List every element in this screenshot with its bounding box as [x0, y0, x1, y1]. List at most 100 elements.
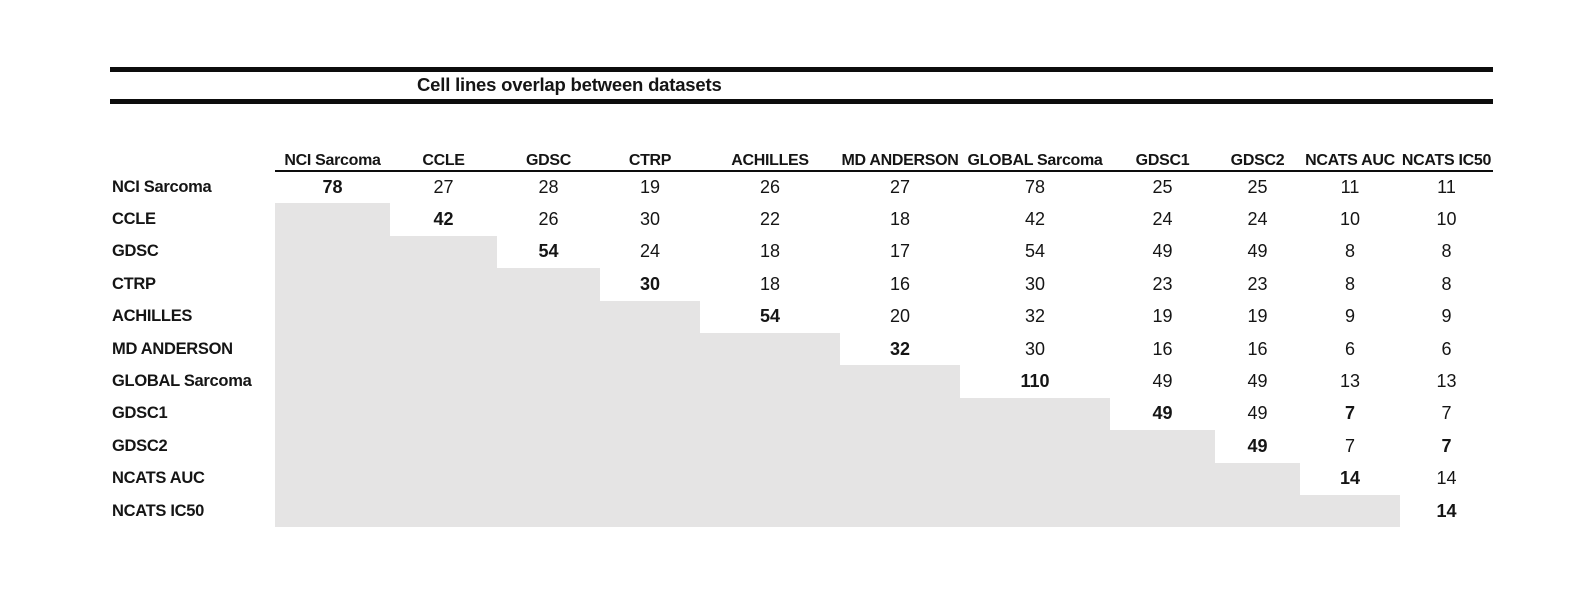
matrix-cell: 27: [889, 177, 911, 198]
matrix-cell: 23: [1152, 273, 1173, 294]
matrix-cell: 28: [538, 177, 559, 198]
table-row: NCATS IC50 14: [112, 494, 1493, 528]
matrix-cell: 16: [889, 273, 911, 294]
matrix-cell: 49: [1247, 241, 1268, 262]
shaded-cell: [960, 462, 1110, 495]
matrix-cell: 8: [1441, 273, 1452, 294]
matrix-cell: 32: [889, 338, 911, 359]
shaded-cell: [497, 430, 600, 463]
matrix-cell: 16: [1152, 338, 1173, 359]
matrix-cell: 30: [1024, 273, 1046, 294]
shaded-cell: [275, 203, 390, 236]
row-label: GDSC: [112, 242, 159, 261]
shaded-cell: [275, 494, 390, 528]
shaded-cell: [840, 365, 960, 398]
matrix-cell: 11: [1437, 177, 1456, 198]
shaded-cell: [497, 494, 600, 528]
matrix-cell: 19: [1247, 306, 1268, 327]
matrix-cell: 9: [1344, 306, 1355, 327]
table-row: CTRP 30 18 16 30 23 23 8 8: [112, 268, 1493, 301]
shaded-cell: [1110, 462, 1215, 495]
shaded-cell: [960, 397, 1110, 431]
row-label: NCI Sarcoma: [112, 177, 212, 196]
column-header: CTRP: [600, 138, 700, 172]
shaded-cell: [840, 494, 960, 528]
shaded-cell: [390, 365, 497, 398]
matrix-cell: 30: [639, 209, 661, 230]
matrix-cell: 30: [639, 273, 661, 294]
header-row: NCI Sarcoma CCLE GDSC CTRP ACHILLES MD ANDERS…: [112, 138, 1493, 172]
matrix-cell: 32: [1024, 306, 1046, 327]
matrix-cell: 49: [1152, 371, 1173, 392]
shaded-cell: [600, 430, 700, 463]
matrix-cell: 23: [1247, 273, 1268, 294]
matrix-cell: 54: [538, 241, 559, 262]
matrix-cell: 18: [759, 273, 781, 294]
shaded-cell: [275, 430, 390, 463]
table-row: GDSC 54 24 18 17 54 49 49 8 8: [112, 235, 1493, 269]
matrix-cell: 30: [1024, 338, 1046, 359]
matrix-cell: 7: [1441, 403, 1452, 424]
shaded-cell: [275, 332, 390, 366]
shaded-cell: [1300, 494, 1400, 528]
shaded-cell: [840, 430, 960, 463]
row-label: GDSC1: [112, 404, 168, 423]
shaded-cell: [275, 268, 390, 301]
shaded-cell: [390, 430, 497, 463]
row-label: NCATS IC50: [112, 501, 205, 520]
matrix-cell: 13: [1339, 371, 1361, 392]
matrix-cell: 24: [1247, 209, 1268, 230]
matrix-cell: 6: [1344, 338, 1355, 359]
shaded-cell: [700, 430, 840, 463]
matrix-cell: 110: [1020, 371, 1050, 392]
shaded-cell: [1215, 462, 1300, 495]
shaded-cell: [390, 235, 497, 269]
matrix-cell: 18: [759, 241, 781, 262]
matrix-cell: 26: [759, 177, 781, 198]
matrix-cell: 25: [1152, 177, 1173, 198]
shaded-cell: [600, 462, 700, 495]
matrix-cell: 49: [1247, 371, 1268, 392]
matrix-cell: 14: [1339, 468, 1361, 489]
shaded-cell: [700, 494, 840, 528]
matrix-cell: 19: [1152, 306, 1173, 327]
shaded-cell: [275, 397, 390, 431]
matrix-cell: 26: [538, 209, 559, 230]
shaded-cell: [390, 462, 497, 495]
row-label: MD ANDERSON: [112, 339, 233, 358]
shaded-cell: [390, 300, 497, 333]
table-row: ACHILLES 54 20 32 19 19 9 9: [112, 300, 1493, 333]
shaded-cell: [497, 397, 600, 431]
shaded-cell: [390, 332, 497, 366]
shaded-cell: [960, 430, 1110, 463]
table-row: GDSC1 49 49 7 7: [112, 397, 1493, 431]
shaded-cell: [497, 300, 600, 333]
matrix-cell: 17: [889, 241, 911, 262]
row-label: ACHILLES: [112, 307, 193, 326]
shaded-cell: [275, 365, 390, 398]
shaded-cell: [1215, 494, 1300, 528]
matrix-cell: 9: [1441, 306, 1452, 327]
shaded-cell: [700, 462, 840, 495]
shaded-cell: [497, 462, 600, 495]
matrix-cell: 22: [759, 209, 781, 230]
shaded-cell: [390, 397, 497, 431]
matrix-cell: 10: [1339, 209, 1361, 230]
matrix-cell: 49: [1152, 241, 1173, 262]
overlap-matrix-table: NCI Sarcoma CCLE GDSC CTRP ACHILLES MD ANDERS…: [112, 138, 1493, 528]
top-rule: [110, 67, 1493, 72]
matrix-cell: 7: [1344, 435, 1355, 456]
table-row: NCATS AUC 14 14: [112, 462, 1493, 495]
column-header: GDSC: [497, 138, 600, 172]
matrix-body: NCI Sarcoma 78 27 28 19 26 27 78 25 25 11 11 CCLE 42 2…: [112, 171, 1493, 528]
matrix-cell: 49: [1152, 403, 1173, 424]
matrix-cell: 13: [1436, 371, 1457, 392]
matrix-cell: 54: [1024, 241, 1046, 262]
row-label: CTRP: [112, 274, 156, 293]
matrix-cell: 49: [1247, 435, 1268, 456]
shaded-cell: [390, 494, 497, 528]
matrix-cell: 42: [433, 209, 454, 230]
shaded-cell: [700, 365, 840, 398]
matrix-cell: 18: [889, 209, 911, 230]
